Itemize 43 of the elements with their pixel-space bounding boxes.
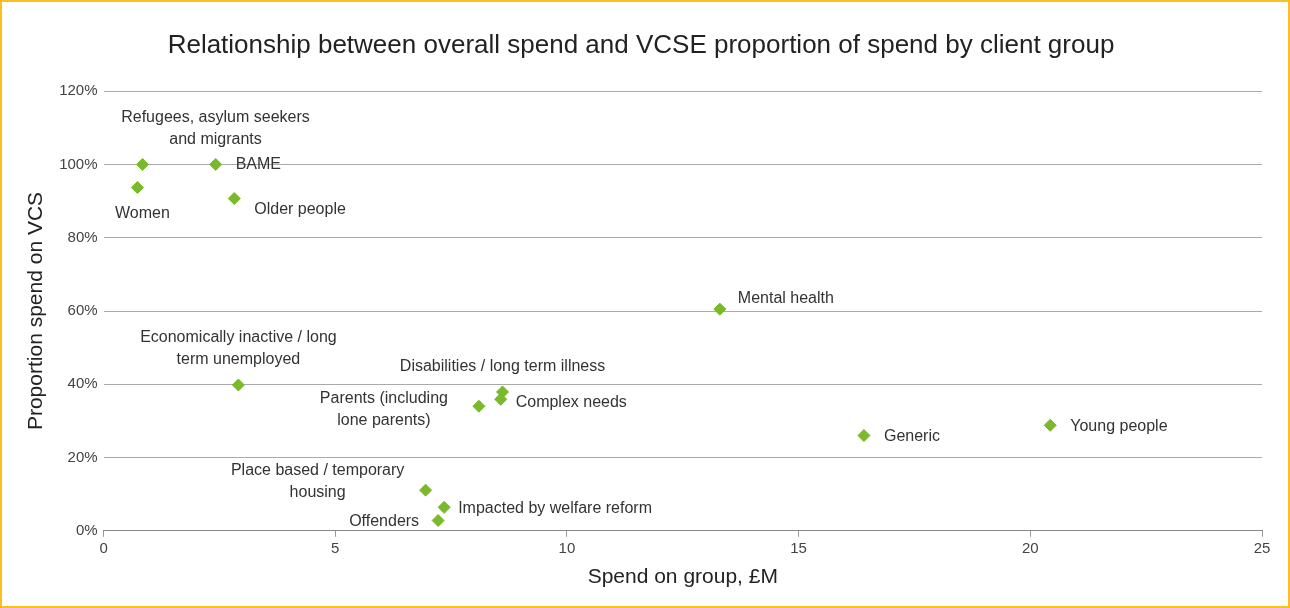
annotation: Complex needs [515, 392, 627, 410]
annotation: Mental health [737, 288, 834, 306]
x-tick-label: 0 [99, 538, 108, 556]
x-tick-label: 10 [558, 538, 576, 556]
y-tick-label: 60% [67, 301, 98, 319]
annotation: Economically inactive / long term unemployed [140, 328, 337, 368]
chart-title: Relationship between overall spend and VCSE proportion of spend by client group [167, 28, 1115, 59]
point [494, 392, 508, 406]
point [437, 500, 451, 514]
annotation: Women [114, 203, 170, 221]
annotation: Older people [254, 199, 346, 217]
point [431, 514, 445, 528]
point [857, 429, 871, 443]
x-tick-label: 15 [790, 538, 807, 556]
y-axis-title: Proportion spend on VCS [23, 191, 47, 431]
point [231, 378, 245, 392]
annotation: Disabilities / long term illness [399, 357, 606, 375]
point [1043, 418, 1057, 432]
x-axis-title: Spend on group, £M [587, 564, 778, 588]
point [472, 399, 486, 413]
annotation: Offenders [349, 511, 420, 529]
annotation: Young people [1070, 416, 1168, 434]
annotation: BAME [235, 154, 282, 172]
annotation: Parents (including lone parents) [319, 388, 448, 428]
x-tick-label: 20 [1021, 538, 1039, 556]
annotation: Generic [883, 426, 940, 444]
annotation: Place based / temporary housing [230, 460, 405, 500]
x-tick-label: 5 [331, 538, 340, 556]
annotation: Impacted by welfare reform [458, 498, 652, 516]
point [135, 157, 149, 171]
x-tick-label: 25 [1253, 538, 1271, 556]
point [130, 181, 144, 195]
point [209, 157, 223, 171]
point [227, 192, 241, 206]
annotation: Refugees, asylum seekers and migrants [121, 107, 310, 147]
y-tick-label: 80% [67, 227, 98, 245]
y-tick-label: 40% [67, 374, 98, 392]
y-tick-label: 100% [59, 154, 98, 172]
y-tick-label: 0% [75, 520, 98, 538]
y-tick-label: 20% [67, 447, 98, 465]
point [419, 483, 433, 497]
y-tick-label: 120% [59, 81, 98, 99]
point [713, 302, 727, 316]
